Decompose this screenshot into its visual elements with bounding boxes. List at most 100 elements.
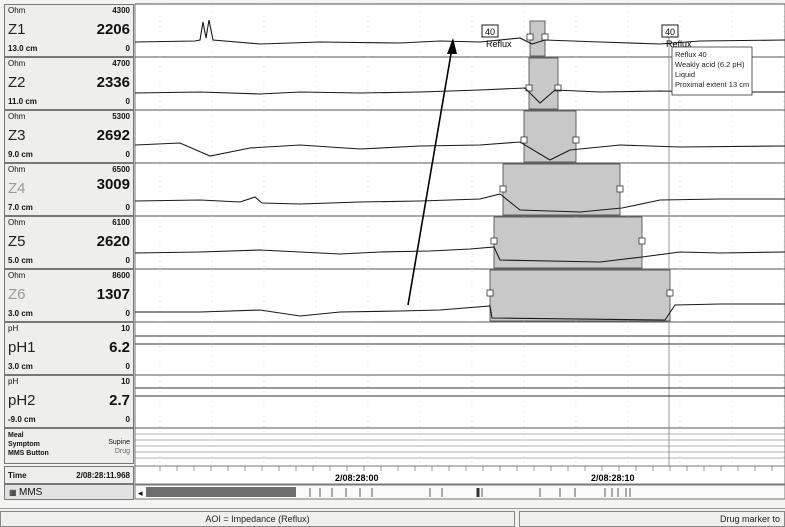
timeline-axis xyxy=(134,465,785,485)
reflux-band-z6[interactable] xyxy=(489,269,671,322)
impedance-trace-z2 xyxy=(134,87,785,104)
channel-value: 2.7 xyxy=(109,392,130,409)
mms-grid-icon: ▦ xyxy=(9,488,17,497)
impedance-trace-z6 xyxy=(135,303,785,321)
channel-label-z6[interactable]: Ohm 8600 Z6 1307 3.0 cm 0 xyxy=(4,269,134,322)
channel-name: Z2 xyxy=(8,74,26,91)
channel-max: 8600 xyxy=(112,271,130,280)
channel-name: Z5 xyxy=(8,233,26,250)
channel-label-z1[interactable]: Ohm 4300 Z1 2206 13.0 cm 0 xyxy=(4,4,134,57)
scroll-left-arrow-icon[interactable]: ◂ xyxy=(138,488,143,498)
marker-box[interactable] xyxy=(481,24,499,38)
channel-unit: Ohm xyxy=(8,6,26,15)
channel-min: 0 xyxy=(125,256,130,265)
channel-unit: pH xyxy=(8,377,19,386)
status-aoi: AOI = Impedance (Reflux) xyxy=(0,511,515,527)
channel-min: 0 xyxy=(125,97,130,106)
channel-position: 7.0 cm xyxy=(8,203,33,212)
channel-max: 10 xyxy=(121,324,130,333)
channel-position: 13.0 cm xyxy=(8,44,38,53)
channel-name: pH1 xyxy=(8,339,36,356)
band-handle[interactable] xyxy=(499,185,507,193)
channel-min: 0 xyxy=(125,362,130,371)
channel-max: 6500 xyxy=(112,165,130,174)
band-handle[interactable] xyxy=(572,136,580,144)
channel-max: 6100 xyxy=(112,218,130,227)
tooltip-line3: Liquid xyxy=(675,70,695,79)
band-handle[interactable] xyxy=(520,136,528,144)
band-handle[interactable] xyxy=(486,289,494,297)
channel-unit: Ohm xyxy=(8,271,26,280)
tooltip-line1: Reflux 40 xyxy=(675,50,707,59)
time-readout: Time 2/08:28:11.968 xyxy=(4,466,134,484)
channel-min: 0 xyxy=(125,415,130,424)
band-handle[interactable] xyxy=(526,33,534,41)
channel-position: 11.0 cm xyxy=(8,97,37,106)
band-handle[interactable] xyxy=(541,33,549,41)
impedance-trace-z3 xyxy=(134,141,785,161)
channel-value: 2206 xyxy=(96,21,130,38)
impedance-trace-z1 xyxy=(134,19,785,45)
drug-label: Drug xyxy=(114,448,130,455)
channel-value: 6.2 xyxy=(109,339,130,356)
channel-label-ph2[interactable]: pH 10 pH2 2.7 -9.0 cm 0 xyxy=(4,375,134,428)
reflux-band-z2[interactable] xyxy=(528,57,559,110)
reflux-band-z4[interactable] xyxy=(502,163,621,216)
channel-label-z3[interactable]: Ohm 5300 Z3 2692 9.0 cm 0 xyxy=(4,110,134,163)
channel-value: 1307 xyxy=(96,286,130,303)
channel-max: 5300 xyxy=(112,112,130,121)
band-handle[interactable] xyxy=(554,84,562,92)
channel-position: 3.0 cm xyxy=(8,309,33,318)
reflux-band-z3[interactable] xyxy=(523,110,577,163)
band-handle[interactable] xyxy=(490,237,498,245)
channel-name: pH2 xyxy=(8,392,36,409)
channel-max: 4700 xyxy=(112,59,130,68)
channel-unit: pH xyxy=(8,324,19,333)
mms-label: MMS xyxy=(19,487,43,498)
channel-label-z4[interactable]: Ohm 6500 Z4 3009 7.0 cm 0 xyxy=(4,163,134,216)
symptom-label: Symptom xyxy=(8,441,40,448)
annotation-arrowhead xyxy=(447,38,457,54)
overview-scrollbar[interactable] xyxy=(134,484,785,500)
channel-position: 3.0 cm xyxy=(8,362,33,371)
band-handle[interactable] xyxy=(638,237,646,245)
channel-min: 0 xyxy=(125,150,130,159)
status-drug-marker-text: Drug marker to xyxy=(719,514,780,524)
tooltip-line2: Weakly acid (6.2 pH) xyxy=(675,60,745,69)
annotation-arrow-line xyxy=(407,47,453,306)
channel-min: 0 xyxy=(125,44,130,53)
channel-name: Z6 xyxy=(8,286,26,303)
channel-unit: Ohm xyxy=(8,165,26,174)
band-handle[interactable] xyxy=(666,289,674,297)
timeline-label-1: 2/08:28:00 xyxy=(335,473,379,483)
channel-min: 0 xyxy=(125,309,130,318)
mms-toggle[interactable]: ▦ MMS xyxy=(4,484,134,500)
channel-label-z2[interactable]: Ohm 4700 Z2 2336 11.0 cm 0 xyxy=(4,57,134,110)
scrollbar-thumb[interactable] xyxy=(146,487,296,497)
channel-position: 9.0 cm xyxy=(8,150,33,159)
channel-label-ph1[interactable]: pH 10 pH1 6.2 3.0 cm 0 xyxy=(4,322,134,375)
marker-label: Reflux xyxy=(486,39,512,49)
channel-unit: Ohm xyxy=(8,59,26,68)
reflux-tooltip xyxy=(671,46,753,96)
channel-value: 2692 xyxy=(96,127,130,144)
channel-position: 5.0 cm xyxy=(8,256,33,265)
channel-label-z5[interactable]: Ohm 6100 Z5 2620 5.0 cm 0 xyxy=(4,216,134,269)
mms-button-label: MMS Button xyxy=(8,450,49,457)
channel-max: 4300 xyxy=(112,6,130,15)
channel-value: 2336 xyxy=(96,74,130,91)
time-value: 2/08:28:11.968 xyxy=(76,471,130,480)
channel-max: 10 xyxy=(121,377,130,386)
channel-name: Z1 xyxy=(8,21,26,38)
channel-min: 0 xyxy=(125,203,130,212)
band-handle[interactable] xyxy=(616,185,624,193)
status-bar: AOI = Impedance (Reflux) Drug marker to xyxy=(0,508,785,527)
channel-unit: Ohm xyxy=(8,218,26,227)
channel-name: Z3 xyxy=(8,127,26,144)
band-handle[interactable] xyxy=(525,84,533,92)
channel-name: Z4 xyxy=(8,180,26,197)
marker-box[interactable] xyxy=(661,24,679,38)
time-label: Time xyxy=(8,471,27,480)
